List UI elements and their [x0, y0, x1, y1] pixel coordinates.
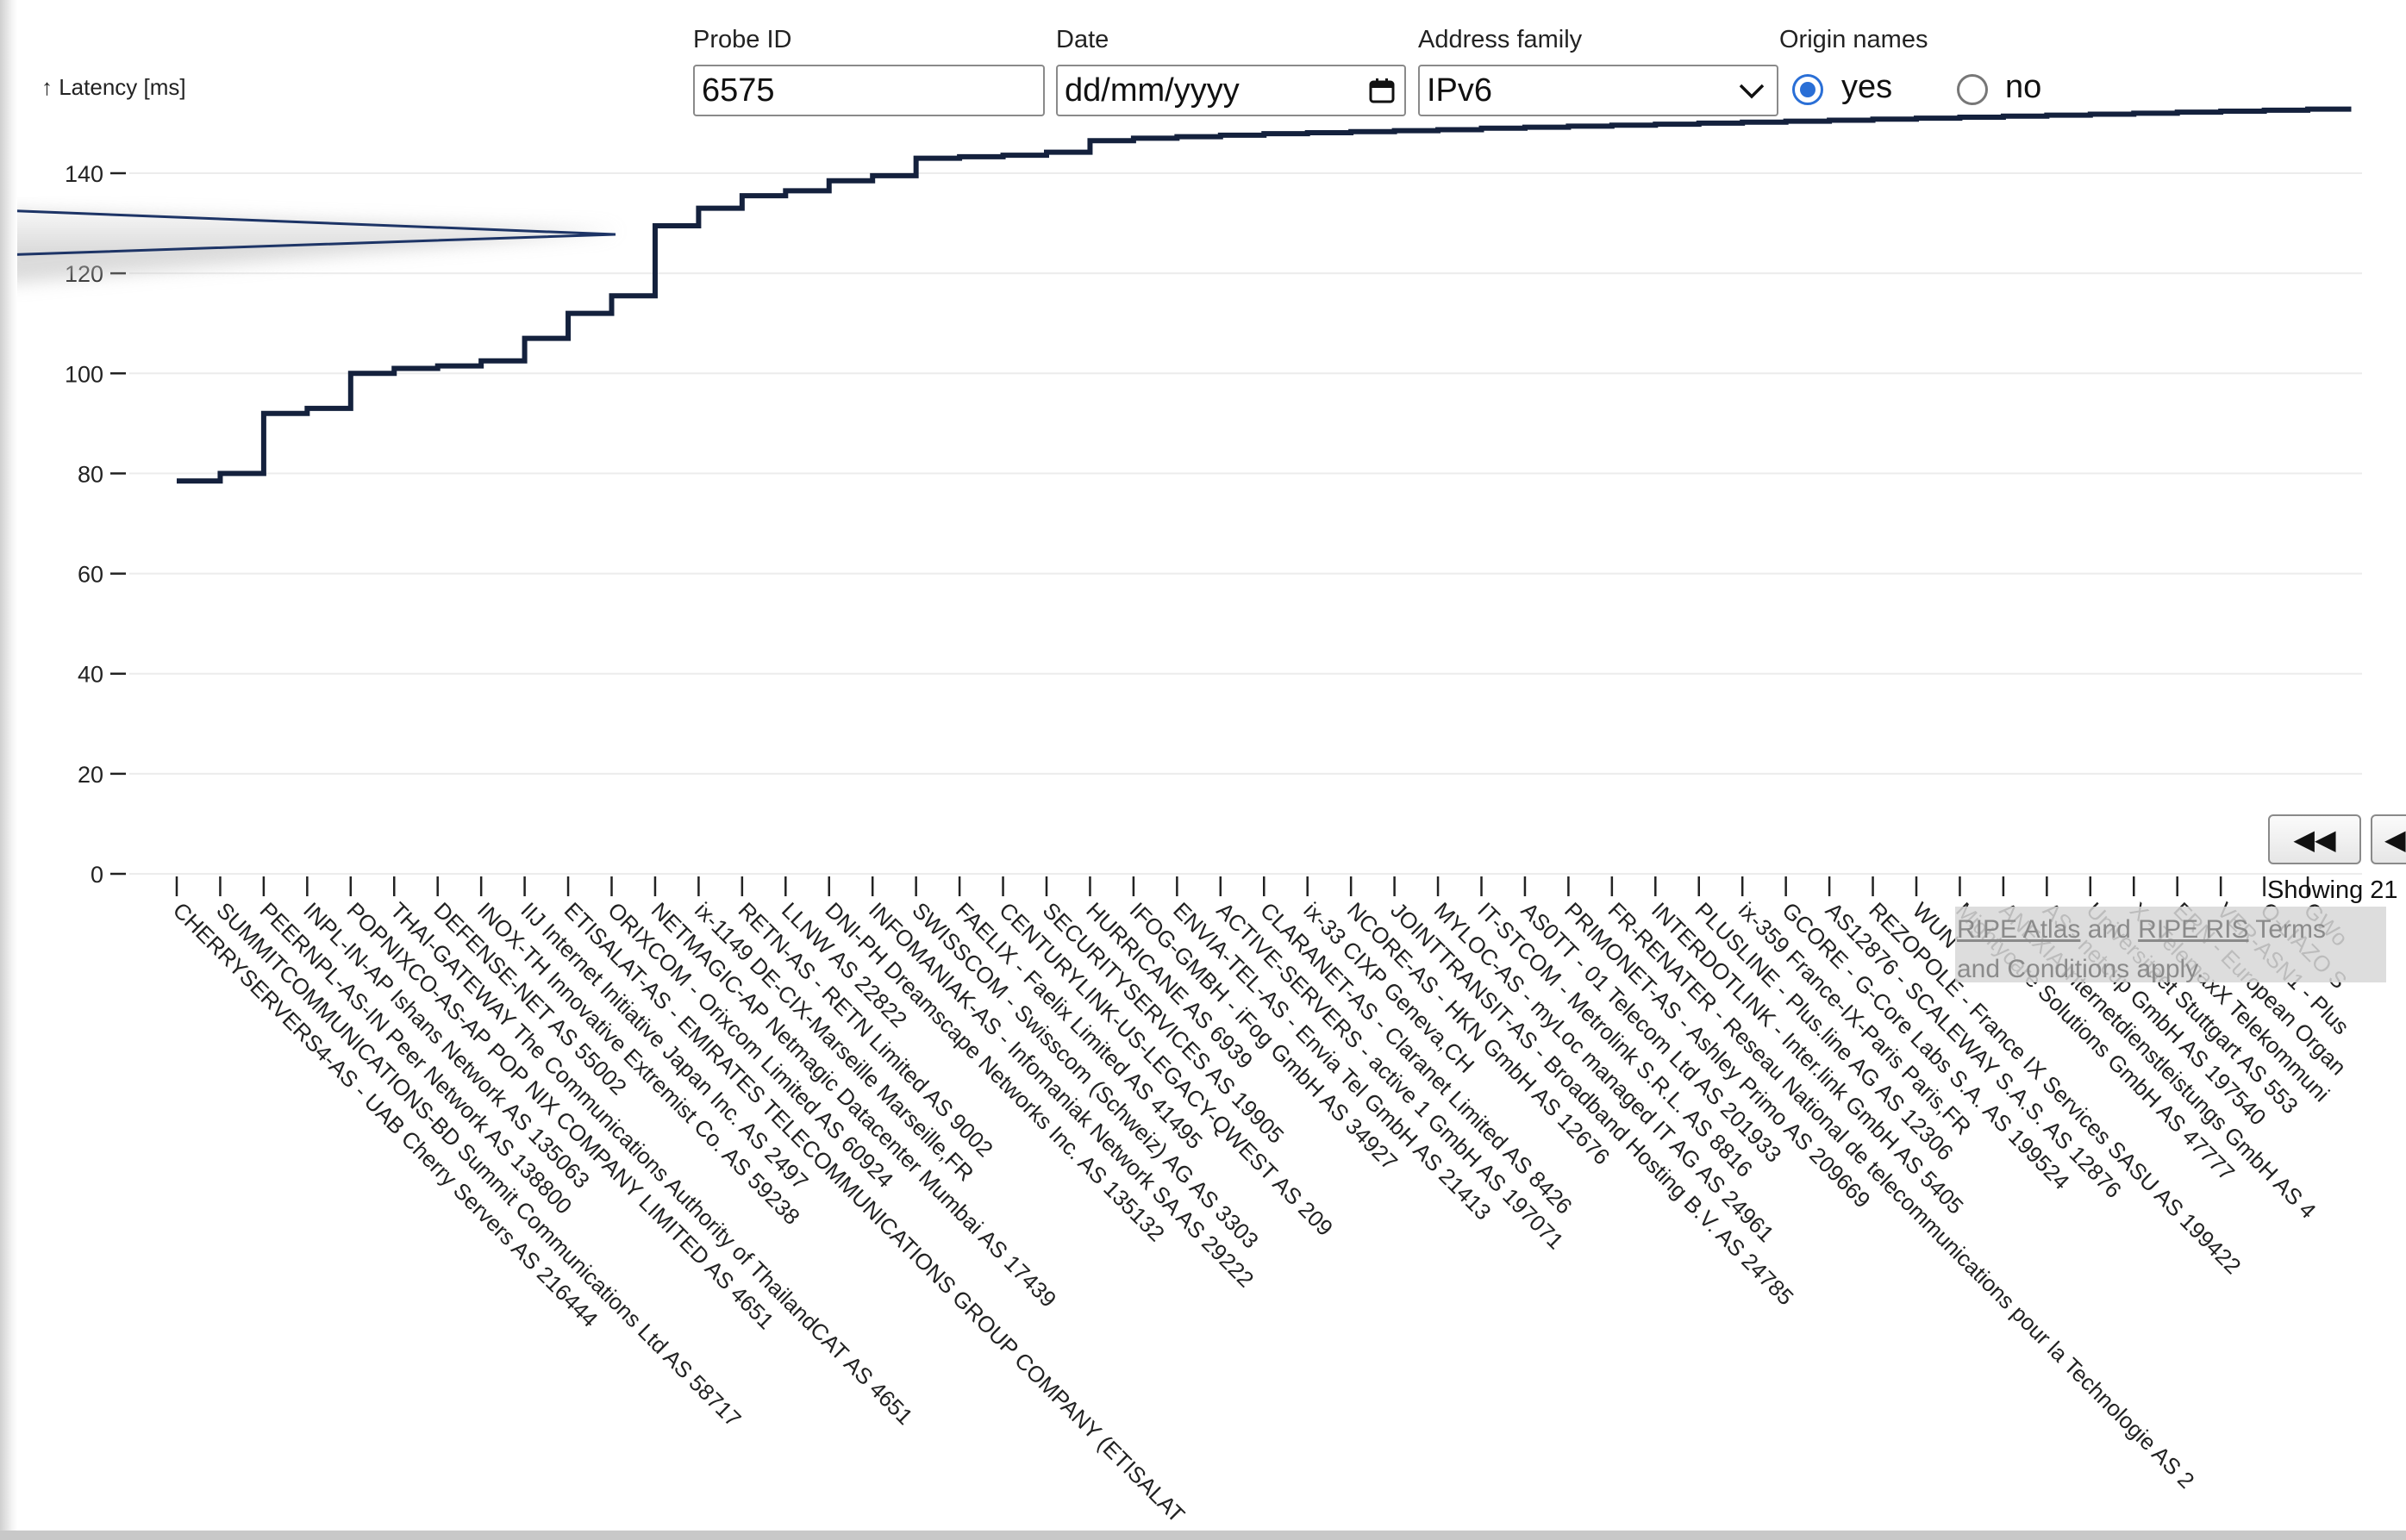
window-edge-left: [0, 0, 17, 1540]
terms-notice: RIPE Atlas and RIPE RIS Terms and Condit…: [1955, 907, 2386, 983]
y-tick-label: 60: [78, 562, 103, 588]
y-tick-label: 40: [78, 662, 103, 688]
date-input[interactable]: dd/mm/yyyy: [1056, 65, 1406, 116]
y-tick-label: 140: [65, 161, 103, 187]
origin-yes-label[interactable]: yes: [1841, 69, 1893, 105]
ripe-atlas-link[interactable]: RIPE Atlas: [1957, 915, 2081, 944]
chevron-down-icon: [1739, 84, 1765, 99]
address-family-label: Address family: [1418, 26, 1583, 53]
y-tick-label: 20: [78, 762, 103, 788]
latency-series-line: [177, 106, 2352, 484]
address-family-value: IPv6: [1427, 72, 1493, 109]
calendar-icon[interactable]: [1368, 77, 1396, 104]
y-axis-label: ↑ Latency [ms]: [41, 74, 186, 100]
address-family-select[interactable]: IPv6: [1418, 65, 1778, 116]
ripe-ris-link[interactable]: RIPE RIS: [2138, 915, 2249, 944]
origin-no-radio[interactable]: [1957, 74, 1988, 105]
previous-page-button[interactable]: ◀: [2371, 814, 2406, 864]
origin-names-label: Origin names: [1779, 26, 1928, 53]
origin-no-label[interactable]: no: [2005, 69, 2042, 105]
terms-word: Terms: [2255, 915, 2326, 944]
terms-conditions-text: and Conditions apply.: [1957, 955, 2204, 983]
y-tick-label: 100: [65, 361, 103, 387]
probe-id-label: Probe ID: [693, 26, 792, 53]
y-tick-label: 80: [78, 461, 103, 487]
tooltip-pointer: [0, 209, 616, 257]
date-label: Date: [1056, 26, 1109, 53]
probe-id-input[interactable]: [693, 65, 1045, 116]
terms-and-text: and: [2087, 915, 2131, 944]
date-placeholder: dd/mm/yyyy: [1065, 72, 1240, 109]
y-tick-label: 0: [91, 862, 103, 888]
origin-yes-radio[interactable]: [1792, 74, 1823, 105]
pagination-status: Showing 21: [2267, 876, 2398, 904]
window-edge-bottom: [0, 1531, 2406, 1540]
first-page-button[interactable]: ◀◀: [2268, 814, 2361, 864]
